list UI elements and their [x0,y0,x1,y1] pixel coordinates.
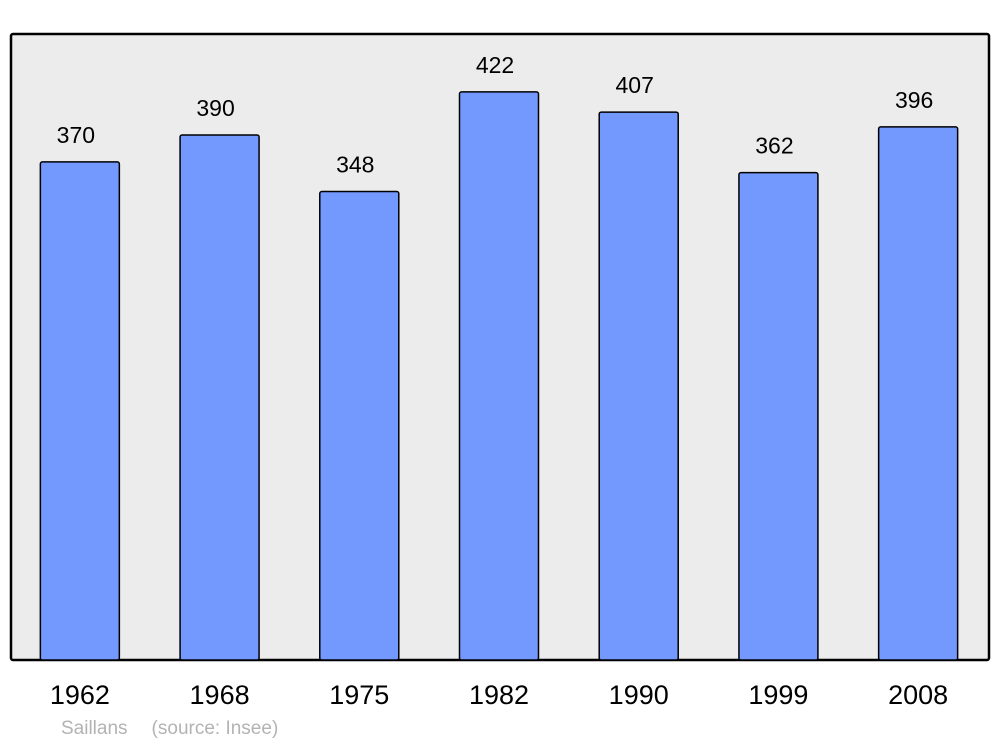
x-tick-label-1990: 1990 [609,680,669,710]
x-tick-label-1999: 1999 [748,680,808,710]
footer-source: (source: Insee) [151,718,279,739]
footer-place: Saillans [61,718,128,739]
bar-1982 [458,91,540,661]
bar-1968 [179,134,260,661]
bar-1975 [319,190,400,661]
data-label-1962: 370 [57,122,95,148]
x-tick-label-1962: 1962 [50,680,110,710]
data-label-1975: 348 [336,152,374,178]
x-tick-label-1982: 1982 [469,680,529,710]
data-label-1999: 362 [755,133,793,159]
x-tick-label-1968: 1968 [190,680,250,710]
chart-footer: Saillans (source: Insee) [61,718,302,740]
x-tick-label-2008: 2008 [888,680,948,710]
bar-1962 [39,161,121,661]
data-label-1990: 407 [616,72,654,98]
x-tick-label-1975: 1975 [329,680,389,710]
data-label-1968: 390 [196,95,234,121]
bar-1990 [598,111,679,661]
bar-1999 [738,171,819,661]
data-label-1982: 422 [476,52,514,78]
data-label-2008: 396 [895,87,933,113]
bar-2008 [877,126,959,661]
